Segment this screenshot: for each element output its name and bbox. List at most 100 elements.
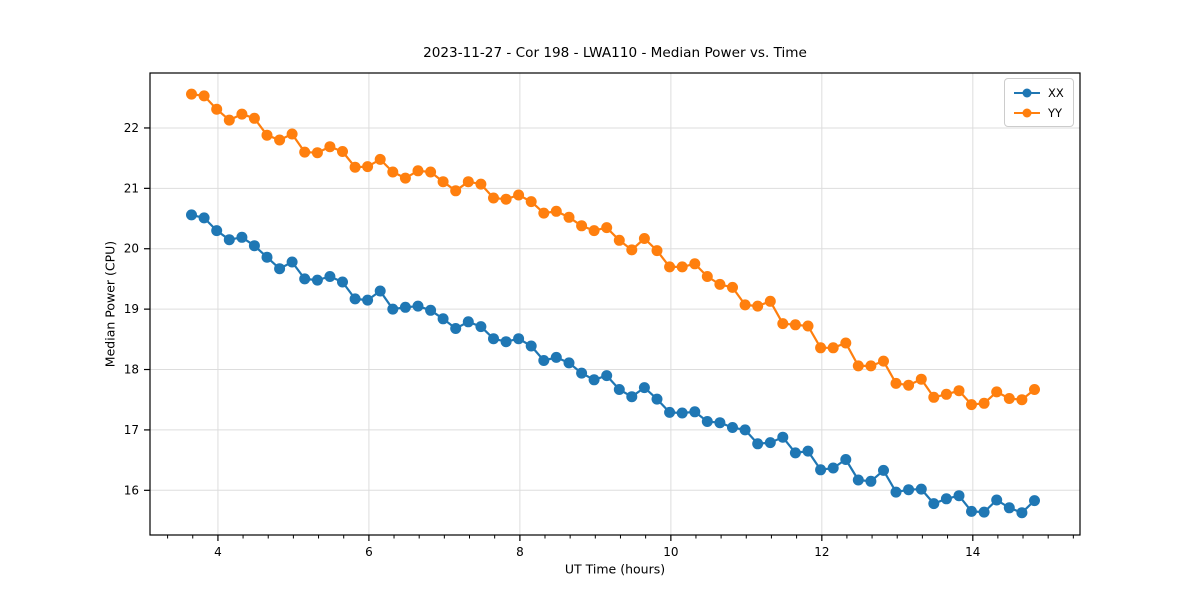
series-xx-marker <box>676 407 688 419</box>
series-xx-marker <box>852 474 864 486</box>
series-yy-marker <box>462 176 474 188</box>
series-yy-marker <box>815 342 827 354</box>
series-yy-marker <box>362 161 374 173</box>
series-xx-marker <box>299 273 311 285</box>
series-xx-marker <box>437 313 449 325</box>
series-xx <box>186 209 1040 519</box>
y-tick-label: 17 <box>124 423 139 437</box>
series-yy-marker <box>261 129 273 141</box>
series-xx-marker <box>714 417 726 429</box>
series-xx-marker <box>513 333 525 345</box>
series-xx-marker <box>953 490 965 502</box>
series-xx-marker <box>198 212 210 224</box>
series-xx-marker <box>374 285 386 297</box>
series-xx-marker <box>664 406 676 418</box>
series-xx-marker <box>991 494 1003 506</box>
y-axis-ticks: 16 17 18 19 20 21 22 <box>124 121 150 497</box>
series-yy-marker <box>211 103 223 115</box>
series-yy-marker <box>286 128 298 140</box>
series-xx-marker <box>576 367 588 379</box>
series-xx-marker <box>638 382 650 394</box>
series-xx-marker <box>488 333 499 345</box>
series-xx-marker <box>928 498 940 510</box>
series-yy-marker <box>412 165 424 177</box>
series-xx-marker <box>349 293 361 305</box>
plot-spines <box>149 72 1081 536</box>
series-yy-marker <box>324 141 336 153</box>
series-xx-marker <box>337 276 348 288</box>
x-tick-label: 8 <box>516 545 524 559</box>
series-yy-marker <box>978 397 990 409</box>
series-yy-marker <box>802 320 814 332</box>
series-yy-marker <box>953 385 965 397</box>
series-yy-marker <box>550 205 562 217</box>
series-yy-marker <box>399 172 411 184</box>
series-yy-marker <box>739 299 751 311</box>
series-xx-marker <box>777 431 789 443</box>
series-yy-marker <box>299 146 311 158</box>
series-xx-marker <box>827 462 839 474</box>
legend-line-marker-icon <box>1014 88 1040 97</box>
series-yy-marker <box>840 337 852 349</box>
series-yy-marker <box>915 373 927 385</box>
series-xx-marker <box>701 416 713 427</box>
series-xx-marker <box>274 263 286 275</box>
series-yy-marker <box>563 211 575 223</box>
series-yy-marker <box>676 261 688 273</box>
series-yy-marker <box>789 319 801 331</box>
series-xx-marker <box>450 323 462 334</box>
series-xx-marker <box>412 300 424 312</box>
series-yy-marker <box>903 379 915 391</box>
series-xx-marker <box>588 374 600 386</box>
series-xx-marker <box>651 393 663 405</box>
series-yy-marker <box>777 318 789 330</box>
series-xx-marker <box>613 384 625 395</box>
series-xx-marker <box>802 445 814 457</box>
series-xx-marker <box>462 316 474 328</box>
series-yy-marker <box>525 196 537 208</box>
series-xx-marker <box>211 225 223 237</box>
series-xx-marker <box>764 437 776 449</box>
series-xx-marker <box>538 355 550 366</box>
series-yy-marker <box>186 88 197 100</box>
series-yy-marker <box>714 278 726 290</box>
series-yy-marker <box>374 153 386 165</box>
x-tick-label: 12 <box>814 545 829 559</box>
series-xx-marker <box>550 351 562 363</box>
series-xx-marker <box>865 475 877 487</box>
chart-title: 2023-11-27 - Cor 198 - LWA110 - Median P… <box>423 45 807 61</box>
series-yy-marker <box>311 147 323 159</box>
legend-line-marker-icon <box>1014 108 1040 117</box>
series-yy-marker <box>236 108 248 120</box>
series-yy-marker <box>223 114 235 126</box>
legend-entry-yy: YY <box>1012 104 1066 121</box>
series-xx-marker <box>840 454 852 465</box>
series-xx-marker <box>286 256 298 268</box>
series-yy-marker <box>576 220 588 232</box>
x-axis-label: UT Time (hours) <box>564 561 666 577</box>
series-yy-marker <box>198 90 210 102</box>
series-xx-marker <box>1029 495 1040 507</box>
series-yy-marker <box>588 225 600 237</box>
series-xx-marker <box>525 340 537 352</box>
series-yy-marker <box>488 192 499 204</box>
series-xx-marker <box>1003 502 1015 514</box>
gridlines <box>150 73 1080 535</box>
legend-label-xx: XX <box>1048 85 1064 100</box>
series-xx-marker <box>789 447 801 459</box>
series-yy-marker <box>425 166 437 178</box>
series-yy-marker <box>940 388 952 400</box>
y-axis-label: Median Power (CPU) <box>102 240 118 368</box>
y-tick-label: 16 <box>124 483 139 497</box>
series-xx-marker <box>1016 507 1028 519</box>
series-yy-marker <box>349 161 361 173</box>
series-xx-marker <box>915 483 927 495</box>
series-xx-marker <box>399 301 411 313</box>
series-xx-marker <box>324 271 336 282</box>
series-xx-marker <box>815 464 827 476</box>
series-xx-line <box>191 213 1036 514</box>
legend-label-yy: YY <box>1048 105 1063 120</box>
series-xx-marker <box>978 506 990 518</box>
series-xx-marker <box>248 240 260 252</box>
